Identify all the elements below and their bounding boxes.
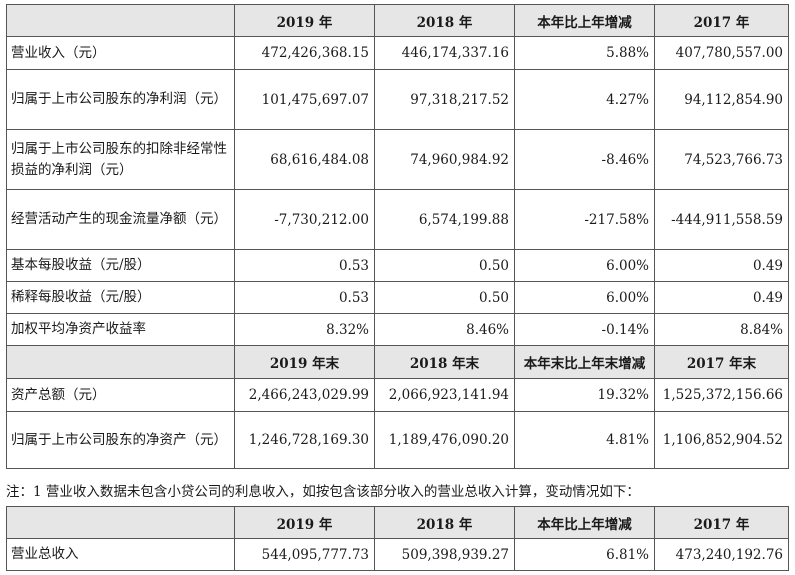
header-cell: 2017 年 (654, 506, 789, 539)
table-row: 加权平均净资产收益率 8.32% 8.46% -0.14% 8.84% (6, 313, 789, 346)
value-change: 6.00% (514, 249, 655, 282)
header-cell (6, 506, 235, 539)
row-label: 资产总额（元） (6, 378, 235, 412)
value-2019: 544,095,777.73 (234, 538, 375, 571)
value-2018: 0.50 (374, 249, 515, 282)
row-label: 经营活动产生的现金流量净额（元） (6, 189, 235, 250)
value-change: 5.88% (514, 36, 655, 70)
value-2019: 8.32% (234, 313, 375, 346)
value-change: 4.81% (514, 411, 655, 469)
header-cell: 2018 年 (374, 4, 515, 37)
table-row: 营业收入（元） 472,426,368.15 446,174,337.16 5.… (6, 36, 789, 70)
value-2019: 68,616,484.08 (234, 129, 375, 190)
footnote: 注：1 营业收入数据未包含小贷公司的利息收入，如按包含该部分收入的营业总收入计算… (6, 484, 640, 500)
row-label: 营业收入（元） (6, 36, 235, 70)
header-cell: 2019 年 (234, 506, 375, 539)
value-2017: -444,911,558.59 (654, 189, 789, 250)
row-label: 归属于上市公司股东的净利润（元） (6, 69, 235, 130)
row-label: 归属于上市公司股东的净资产（元） (6, 411, 235, 469)
header-cell: 2017 年 (654, 4, 789, 37)
value-2018: 2,066,923,141.94 (374, 378, 515, 412)
header-cell: 2019 年 (234, 4, 375, 37)
table-subheader-row: 2019 年末 2018 年末 本年末比上年末增减 2017 年末 (6, 345, 789, 379)
table-row: 营业总收入 544,095,777.73 509,398,939.27 6.81… (6, 538, 789, 571)
row-label: 归属于上市公司股东的扣除非经常性损益的净利润（元） (6, 129, 235, 190)
value-2017: 0.49 (654, 249, 789, 282)
value-2018: 1,189,476,090.20 (374, 411, 515, 469)
value-2019: 101,475,697.07 (234, 69, 375, 130)
table-row: 基本每股收益（元/股） 0.53 0.50 6.00% 0.49 (6, 249, 789, 282)
value-2019: 472,426,368.15 (234, 36, 375, 70)
header-cell (6, 4, 235, 37)
value-2019: 0.53 (234, 249, 375, 282)
header-cell: 本年比上年增减 (514, 4, 655, 37)
value-2019: -7,730,212.00 (234, 189, 375, 250)
table-row: 归属于上市公司股东的净利润（元） 101,475,697.07 97,318,2… (6, 69, 789, 130)
value-2018: 74,960,984.92 (374, 129, 515, 190)
value-2017: 1,525,372,156.66 (654, 378, 789, 412)
value-change: -8.46% (514, 129, 655, 190)
value-2018: 0.50 (374, 281, 515, 314)
value-change: 6.81% (514, 538, 655, 571)
value-2019: 0.53 (234, 281, 375, 314)
row-label: 基本每股收益（元/股） (6, 249, 235, 282)
value-2017: 473,240,192.76 (654, 538, 789, 571)
total-revenue-table: 2019 年 2018 年 本年比上年增减 2017 年 营业总收入 544,0… (6, 506, 789, 571)
value-2017: 0.49 (654, 281, 789, 314)
table-header-row: 2019 年 2018 年 本年比上年增减 2017 年 (6, 4, 789, 37)
row-label: 加权平均净资产收益率 (6, 313, 235, 346)
header-cell: 2018 年末 (374, 345, 515, 379)
value-change: 6.00% (514, 281, 655, 314)
value-2017: 94,112,854.90 (654, 69, 789, 130)
header-cell: 2018 年 (374, 506, 515, 539)
value-change: -217.58% (514, 189, 655, 250)
value-2017: 8.84% (654, 313, 789, 346)
row-label: 营业总收入 (6, 538, 235, 571)
value-2019: 2,466,243,029.99 (234, 378, 375, 412)
value-2018: 6,574,199.88 (374, 189, 515, 250)
financial-summary-table: 2019 年 2018 年 本年比上年增减 2017 年 营业收入（元） 472… (6, 4, 789, 469)
header-cell: 本年末比上年末增减 (514, 345, 655, 379)
header-cell (6, 345, 235, 379)
table-row: 归属于上市公司股东的扣除非经常性损益的净利润（元） 68,616,484.08 … (6, 129, 789, 190)
value-2017: 74,523,766.73 (654, 129, 789, 190)
header-cell: 2017 年末 (654, 345, 789, 379)
value-change: 19.32% (514, 378, 655, 412)
header-cell: 本年比上年增减 (514, 506, 655, 539)
table-header-row: 2019 年 2018 年 本年比上年增减 2017 年 (6, 506, 789, 539)
row-label: 稀释每股收益（元/股） (6, 281, 235, 314)
value-2018: 8.46% (374, 313, 515, 346)
value-2018: 446,174,337.16 (374, 36, 515, 70)
value-2019: 1,246,728,169.30 (234, 411, 375, 469)
value-change: -0.14% (514, 313, 655, 346)
value-2018: 509,398,939.27 (374, 538, 515, 571)
value-change: 4.27% (514, 69, 655, 130)
header-cell: 2019 年末 (234, 345, 375, 379)
table-row: 经营活动产生的现金流量净额（元） -7,730,212.00 6,574,199… (6, 189, 789, 250)
value-2018: 97,318,217.52 (374, 69, 515, 130)
table-row: 资产总额（元） 2,466,243,029.99 2,066,923,141.9… (6, 378, 789, 412)
value-2017: 1,106,852,904.52 (654, 411, 789, 469)
value-2017: 407,780,557.00 (654, 36, 789, 70)
table-row: 归属于上市公司股东的净资产（元） 1,246,728,169.30 1,189,… (6, 411, 789, 469)
table-row: 稀释每股收益（元/股） 0.53 0.50 6.00% 0.49 (6, 281, 789, 314)
